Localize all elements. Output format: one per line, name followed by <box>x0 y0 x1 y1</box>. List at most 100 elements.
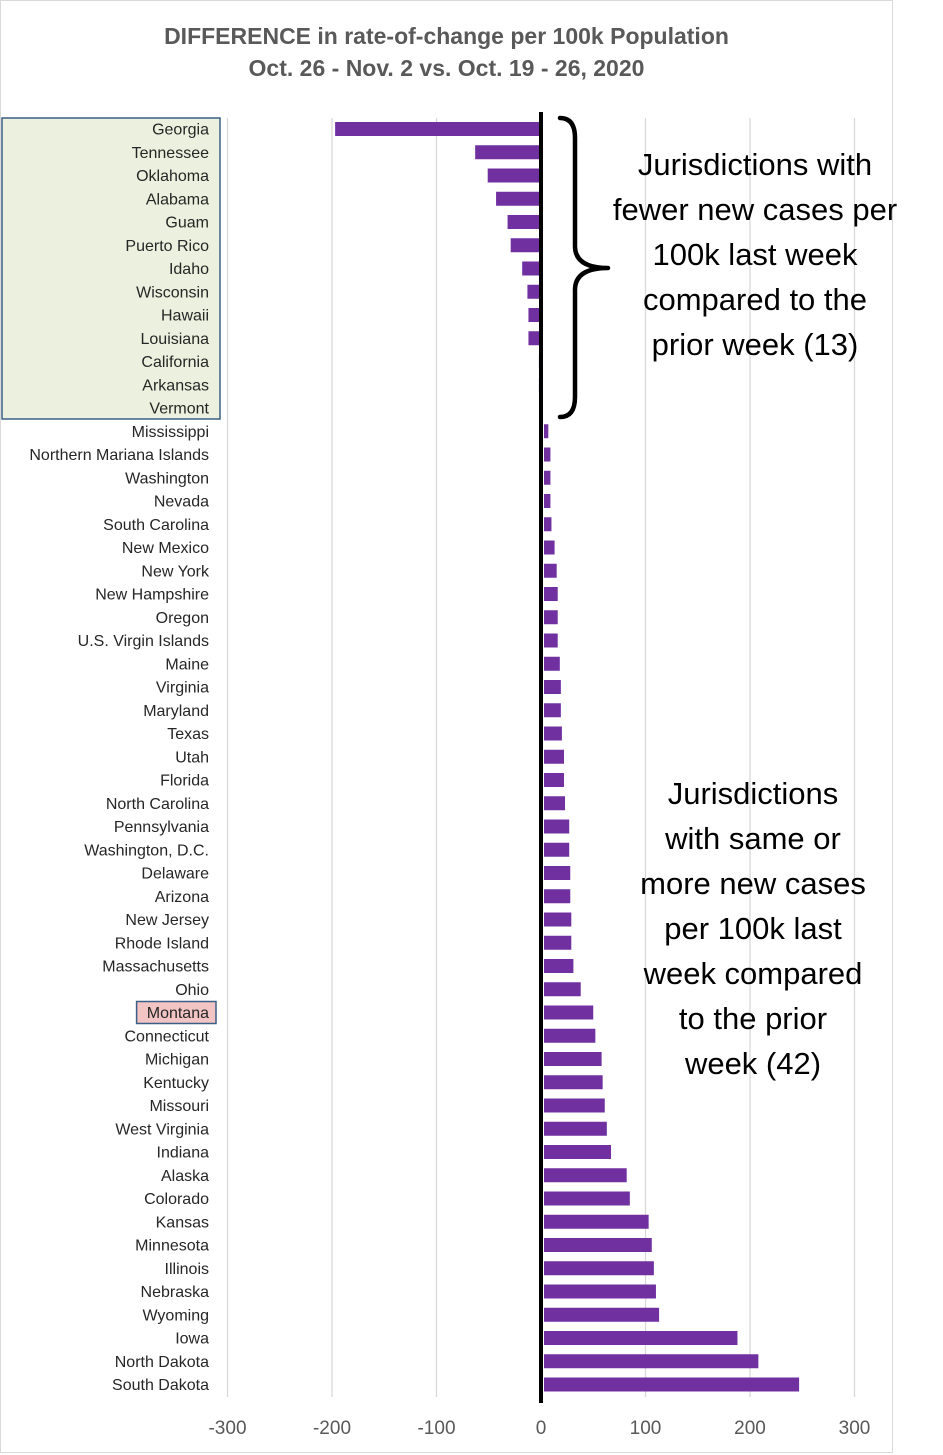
bar <box>544 540 555 555</box>
category-label: North Dakota <box>115 1354 209 1371</box>
category-label: Tennessee <box>132 145 209 162</box>
category-label: Idaho <box>169 261 209 278</box>
category-label: Washington <box>125 470 209 487</box>
annotation-fewer-cases: Jurisdictions with fewer new cases per 1… <box>598 142 912 367</box>
bar <box>544 656 560 671</box>
category-label: West Virginia <box>115 1121 209 1138</box>
category-label: New Jersey <box>125 912 209 929</box>
bar <box>544 1331 738 1345</box>
category-label: Louisiana <box>141 331 210 348</box>
bar <box>335 122 539 136</box>
annotation-line: week (42) <box>684 1046 822 1081</box>
bar <box>544 470 551 485</box>
category-label: Montana <box>147 1005 209 1022</box>
category-label: Delaware <box>141 866 209 883</box>
curly-brace <box>557 115 611 420</box>
bar <box>544 982 581 997</box>
x-tick-label: 0 <box>536 1418 547 1439</box>
category-label: Georgia <box>152 122 209 139</box>
bar <box>544 796 566 811</box>
category-label: Kansas <box>156 1214 209 1231</box>
bar <box>544 842 570 857</box>
bar <box>527 284 539 299</box>
category-label: Virginia <box>156 680 209 697</box>
bar <box>544 1284 656 1299</box>
bar <box>544 1005 594 1020</box>
category-label: Nevada <box>154 494 209 511</box>
bar <box>544 1354 759 1369</box>
bar <box>544 773 564 787</box>
bar <box>487 168 539 183</box>
category-label: Michigan <box>145 1052 209 1069</box>
category-label: Illinois <box>165 1261 209 1278</box>
category-label: Arkansas <box>142 377 209 394</box>
bar <box>544 680 561 694</box>
bar <box>544 447 551 462</box>
category-label: Northern Mariana Islands <box>29 447 209 464</box>
annotation-line: 100k last week <box>652 237 858 272</box>
bar <box>544 819 570 834</box>
category-label: Nebraska <box>141 1284 210 1301</box>
category-label: Colorado <box>144 1191 209 1208</box>
category-label: Washington, D.C. <box>84 842 209 859</box>
chart-title-block: DIFFERENCE in rate-of-change per 100k Po… <box>0 20 893 84</box>
chart-subtitle: Oct. 26 - Nov. 2 vs. Oct. 19 - 26, 2020 <box>248 55 645 81</box>
bar <box>544 1028 596 1043</box>
bar <box>544 494 551 508</box>
bar <box>544 935 572 950</box>
bar <box>544 1214 649 1229</box>
category-label: Minnesota <box>135 1238 209 1255</box>
x-tick-label: 200 <box>734 1418 766 1439</box>
bar <box>544 912 572 927</box>
annotation-line: Jurisdictions <box>667 776 839 811</box>
bar <box>544 703 561 718</box>
bar <box>528 308 539 322</box>
chart-title: DIFFERENCE in rate-of-change per 100k Po… <box>164 23 729 49</box>
category-label: Guam <box>165 215 209 232</box>
bar <box>544 1121 607 1136</box>
bar <box>544 726 562 741</box>
category-label: Utah <box>175 749 209 766</box>
bar <box>544 563 557 578</box>
bar <box>522 261 539 276</box>
bar <box>528 331 539 346</box>
category-label: Arizona <box>155 889 209 906</box>
category-label: Indiana <box>157 1145 210 1162</box>
bar <box>510 238 539 253</box>
category-label: Pennsylvania <box>114 819 209 836</box>
bar <box>544 1307 660 1322</box>
category-label: Connecticut <box>125 1028 210 1045</box>
annotation-line: more new cases <box>640 866 866 901</box>
category-label: U.S. Virgin Islands <box>78 633 209 650</box>
bar <box>475 145 539 160</box>
label-highlight-box <box>1 117 221 420</box>
category-label: Rhode Island <box>115 935 209 952</box>
category-label: Wisconsin <box>136 284 209 301</box>
annotation-line: with same or <box>665 821 841 856</box>
category-label: Missouri <box>149 1098 209 1115</box>
bar <box>544 1145 612 1159</box>
bar <box>544 610 558 625</box>
bar <box>544 424 549 439</box>
bar <box>544 959 574 973</box>
category-label: Ohio <box>175 982 209 999</box>
x-tick-label: -300 <box>208 1418 246 1439</box>
category-label: South Carolina <box>103 517 209 534</box>
category-label: Vermont <box>149 401 209 418</box>
category-label: New Hampshire <box>95 587 209 604</box>
category-label: Florida <box>160 773 209 790</box>
bar <box>544 1377 800 1392</box>
category-label: Wyoming <box>142 1307 209 1324</box>
annotation-line: prior week (13) <box>651 327 859 362</box>
category-label: Hawaii <box>161 308 209 325</box>
category-label: Kentucky <box>143 1075 209 1092</box>
x-tick-label: 300 <box>839 1418 871 1439</box>
category-label: New Mexico <box>122 540 209 557</box>
bar <box>544 587 558 601</box>
category-label: Maryland <box>143 703 209 720</box>
category-label: New York <box>141 563 210 580</box>
bar <box>544 1191 630 1206</box>
category-label: Alaska <box>161 1168 209 1185</box>
annotation-line: compared to the <box>642 282 868 317</box>
